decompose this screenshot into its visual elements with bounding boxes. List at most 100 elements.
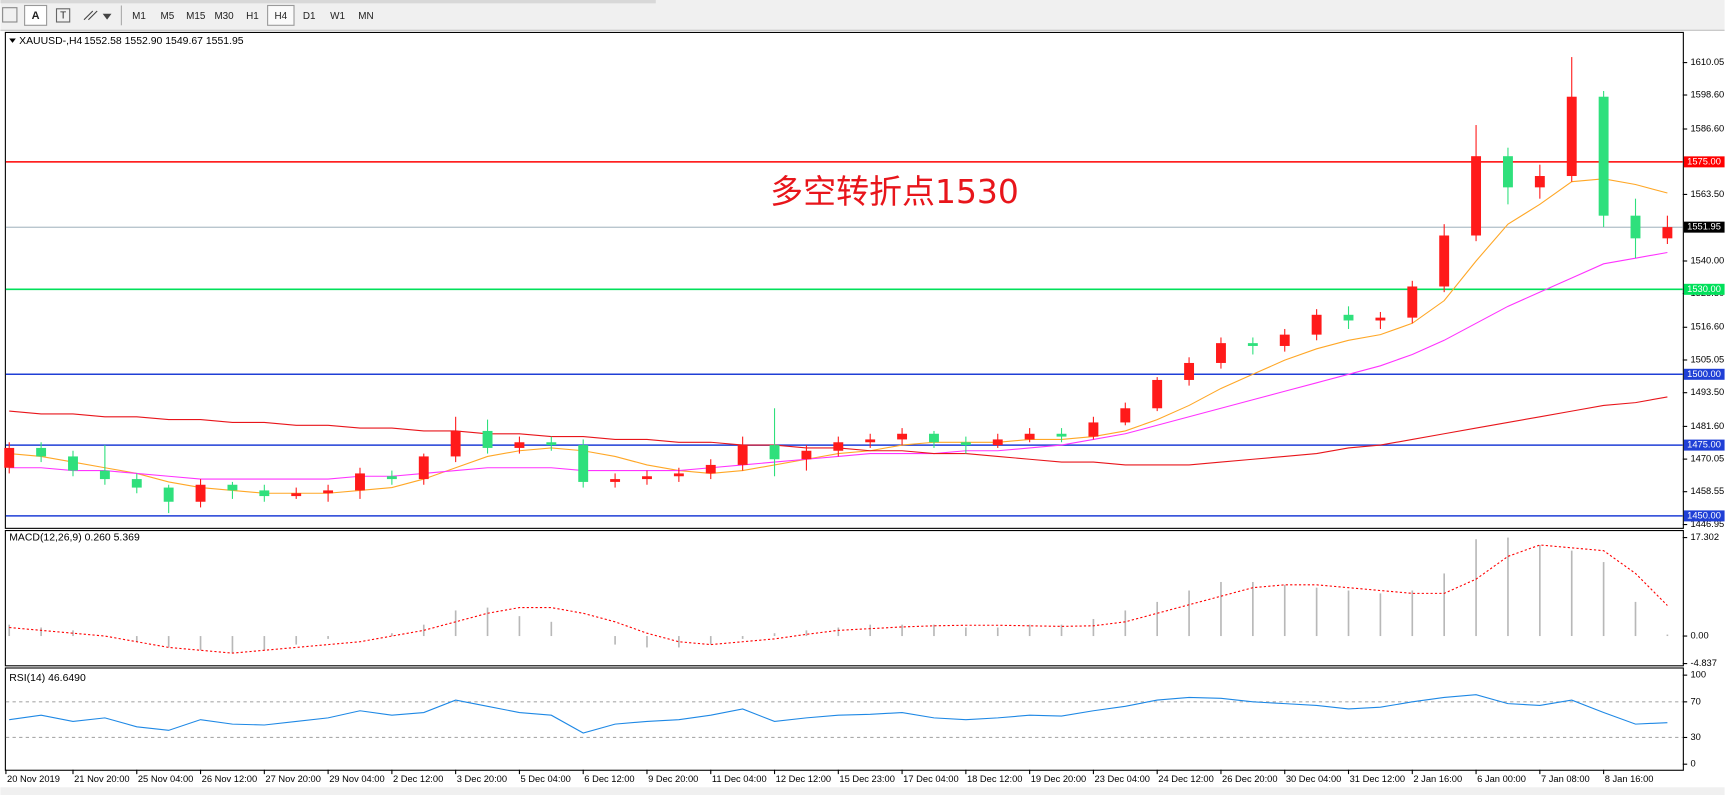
candle-body — [578, 445, 589, 482]
timeframe-button[interactable] — [239, 5, 266, 26]
x-tick-label: 19 Dec 20:00 — [1031, 774, 1087, 784]
y-tick-label: 70 — [1690, 696, 1700, 706]
x-tick-label: 8 Jan 16:00 — [1605, 774, 1654, 784]
price-tag-label: 1551.95 — [1687, 222, 1721, 232]
y-tick-label: 17.302 — [1690, 532, 1719, 542]
timeframe-label: M1 — [132, 11, 146, 22]
quote: 1552.58 1552.90 1549.67 1551.95 — [84, 36, 244, 47]
text-label-button[interactable] — [55, 8, 71, 23]
x-tick-label: 11 Dec 04:00 — [712, 774, 767, 784]
y-tick-label: 1540.00 — [1690, 255, 1724, 265]
y-tick-label: 0.00 — [1690, 631, 1708, 641]
x-tick-label: 7 Jan 08:00 — [1541, 774, 1590, 784]
symbol-menu-arrow[interactable] — [9, 38, 16, 43]
candle-body — [1311, 314, 1322, 335]
candle-body — [929, 433, 939, 443]
price-tag-label: 1530.00 — [1687, 284, 1721, 294]
candle-body — [1184, 362, 1195, 380]
candle-body — [1407, 286, 1418, 318]
candle-body — [801, 450, 812, 460]
candle-body — [131, 479, 142, 488]
timeframe-bar: M1 M5 M15 M30 H1 H4 D1 W1 MN — [125, 4, 380, 26]
candle-body — [546, 442, 557, 446]
price-tag-label: 1475.00 — [1687, 440, 1721, 450]
timeframe-button[interactable] — [295, 5, 323, 26]
annotation: 多空转折点1530 — [770, 172, 1019, 211]
toolbar-top-strip — [0, 0, 656, 4]
y-tick-label: 1586.60 — [1690, 123, 1724, 133]
timeframe-label: M5 — [160, 11, 174, 22]
x-tick-label: 2 Jan 16:00 — [1413, 774, 1462, 784]
rsi-panel — [4, 667, 1684, 771]
timeframe-label: M30 — [214, 11, 234, 22]
price-tag — [1683, 510, 1725, 522]
candle-body — [1216, 343, 1226, 363]
x-tick-label: 12 Dec 12:00 — [776, 774, 832, 784]
y-tick-label: 1493.50 — [1690, 387, 1724, 397]
candle-body — [259, 490, 270, 497]
signal-line — [9, 544, 1668, 654]
macd-title: MACD(12,26,9) 0.260 5.369 — [9, 532, 140, 543]
y-tick-label: 1446.95 — [1690, 519, 1724, 529]
x-tick-label: 5 Dec 04:00 — [521, 774, 571, 784]
candle-body — [68, 456, 78, 471]
symbol-title: XAUUSD-,H4 — [19, 36, 82, 47]
candle-body — [1247, 343, 1258, 346]
candle-body — [1439, 235, 1450, 287]
y-tick-label: 30 — [1690, 732, 1700, 742]
x-tick-label: 30 Dec 04:00 — [1286, 774, 1342, 784]
candle-body — [1152, 379, 1163, 409]
timeframe-label: M15 — [186, 11, 206, 22]
candle-body — [418, 456, 429, 480]
timeframe-button[interactable] — [267, 4, 295, 26]
candle-body — [163, 487, 174, 502]
timeframe-button[interactable] — [352, 5, 380, 26]
x-tick-label: 6 Jan 00:00 — [1477, 774, 1526, 784]
y-tick-label: 0 — [1690, 759, 1695, 769]
candle-body — [227, 484, 238, 491]
menu-icon[interactable] — [2, 7, 18, 23]
x-tick-label: 26 Nov 12:00 — [202, 774, 258, 784]
timeframe-button[interactable] — [182, 5, 209, 26]
candle-body — [450, 430, 461, 457]
x-tick-label: 26 Dec 20:00 — [1222, 774, 1278, 784]
price-tag-label: 1500.00 — [1687, 369, 1721, 379]
moving-average — [9, 251, 1668, 480]
rsi-line — [9, 694, 1668, 734]
candle-body — [705, 464, 716, 474]
timeframe-label: D1 — [303, 11, 316, 22]
candle-body — [960, 442, 971, 446]
arrows-tool-button[interactable] — [83, 10, 112, 21]
price-tag — [1683, 439, 1725, 451]
x-tick-label: 23 Dec 04:00 — [1095, 774, 1151, 784]
candle-body — [386, 476, 397, 480]
timeframe-button[interactable] — [324, 5, 351, 26]
timeframe-label: MN — [358, 11, 373, 22]
timeframe-button[interactable] — [125, 5, 153, 26]
candle-body — [291, 493, 302, 497]
candle-body — [897, 433, 908, 440]
candle-body — [737, 445, 748, 465]
candle-body — [1279, 334, 1290, 346]
timeframe-button[interactable] — [154, 5, 181, 26]
x-tick-label: 24 Dec 12:00 — [1158, 774, 1214, 784]
candle-body — [1343, 314, 1354, 321]
candle-body — [1471, 156, 1482, 236]
price-tag — [1683, 368, 1725, 380]
main-panel — [4, 31, 1684, 529]
timeframe-button[interactable] — [210, 5, 238, 26]
macd-panel — [4, 530, 1684, 667]
y-tick-label: 1470.05 — [1690, 454, 1724, 464]
timeframe-label: H1 — [246, 11, 259, 22]
candle-body — [610, 479, 621, 482]
text-tool-button[interactable] — [24, 4, 48, 26]
candle-body — [1534, 176, 1545, 188]
text-tool-label: A — [32, 10, 40, 22]
x-tick-label: 25 Nov 04:00 — [138, 774, 194, 784]
candle-body — [195, 484, 206, 502]
price-tag-label: 1575.00 — [1687, 156, 1721, 166]
y-tick-label: 1563.50 — [1690, 189, 1724, 199]
candle-body — [1662, 227, 1673, 239]
